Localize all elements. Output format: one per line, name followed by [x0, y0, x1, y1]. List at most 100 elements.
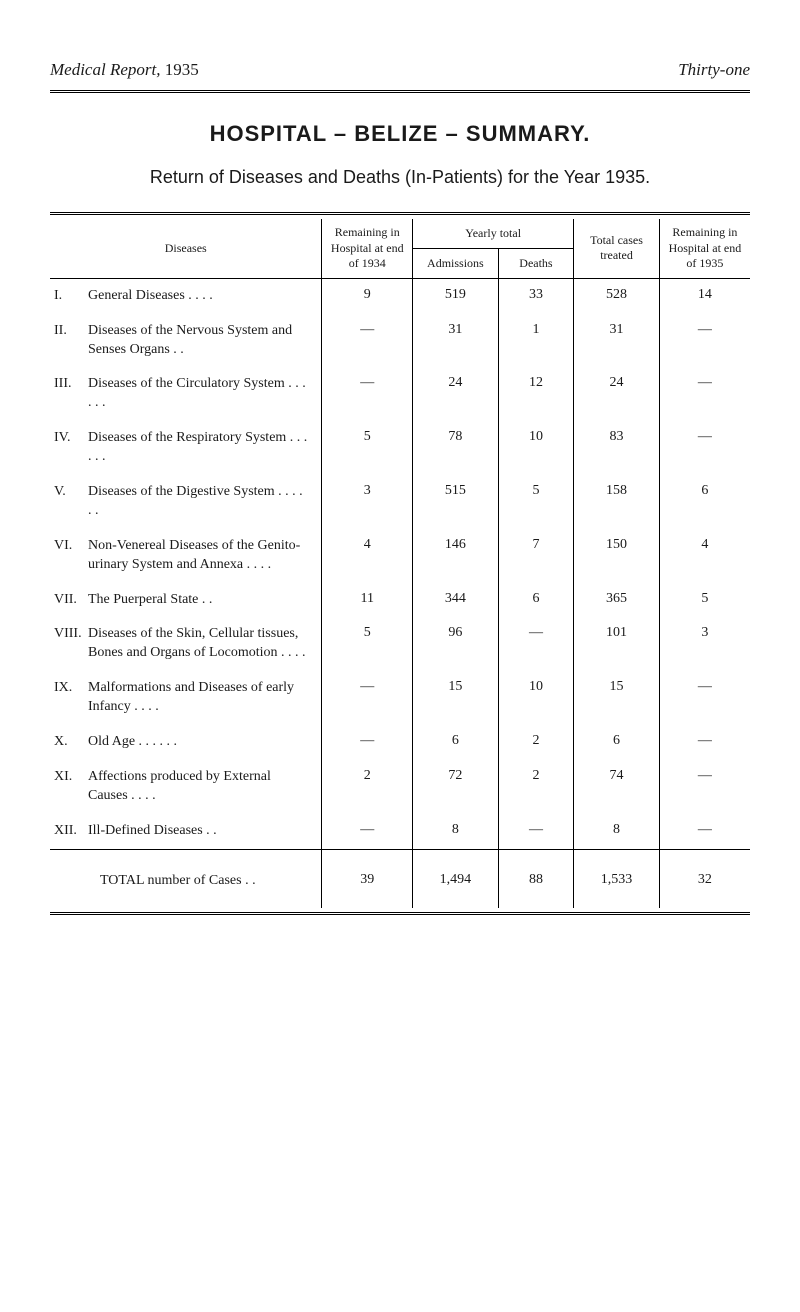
cell-remaining-start: —	[322, 725, 413, 760]
cell-total-cases: 24	[574, 367, 660, 421]
cell-total-cases: 15	[574, 671, 660, 725]
cell-remaining-end: —	[659, 421, 750, 475]
col-yearly-total: Yearly total	[413, 219, 574, 248]
table-bottom-rule	[50, 912, 750, 915]
cell-deaths: —	[498, 814, 574, 849]
disease-text: Non-Venereal Diseases of the Genito-urin…	[88, 537, 308, 575]
table-row: V.Diseases of the Digestive System . . .…	[50, 475, 750, 529]
total-cases: 1,533	[574, 850, 660, 909]
page-subtitle: Return of Diseases and Deaths (In-Patien…	[50, 167, 750, 188]
disease-text: Old Age . . . . . .	[88, 733, 308, 752]
col-deaths: Deaths	[498, 248, 574, 278]
table-row: VI.Non-Venereal Diseases of the Genito-u…	[50, 529, 750, 583]
total-row: TOTAL number of Cases . .391,494881,5333…	[50, 850, 750, 909]
disease-text: Affections produced by External Causes .…	[88, 768, 308, 806]
disease-text: Ill-Defined Diseases . .	[88, 822, 308, 841]
report-year: 1935	[160, 60, 198, 79]
roman-numeral: I.	[54, 287, 88, 306]
cell-admissions: 344	[413, 583, 499, 618]
disease-text: General Diseases . . . .	[88, 287, 308, 306]
col-remaining-start: Remaining in Hospital at end of 1934	[322, 219, 413, 278]
cell-total-cases: 8	[574, 814, 660, 849]
header-left: Medical Report, 1935	[50, 60, 199, 80]
table-row: VII.The Puerperal State . .1134463655	[50, 583, 750, 618]
diseases-table: Diseases Remaining in Hospital at end of…	[50, 219, 750, 908]
cell-remaining-end: —	[659, 671, 750, 725]
page-header: Medical Report, 1935 Thirty-one	[50, 60, 750, 80]
cell-deaths: 1	[498, 314, 574, 368]
total-deaths: 88	[498, 850, 574, 909]
cell-admissions: 515	[413, 475, 499, 529]
cell-deaths: 12	[498, 367, 574, 421]
disease-text: Diseases of the Respiratory System . . .…	[88, 429, 308, 467]
roman-numeral: XI.	[54, 768, 88, 787]
total-admissions: 1,494	[413, 850, 499, 909]
cell-total-cases: 365	[574, 583, 660, 618]
cell-admissions: 15	[413, 671, 499, 725]
table-header: Diseases Remaining in Hospital at end of…	[50, 219, 750, 278]
col-total-cases: Total cases treated	[574, 219, 660, 278]
cell-deaths: 10	[498, 671, 574, 725]
disease-label: III.Diseases of the Circulatory System .…	[50, 367, 322, 421]
table-top-rule	[50, 212, 750, 215]
cell-admissions: 31	[413, 314, 499, 368]
header-rule	[50, 90, 750, 93]
cell-admissions: 78	[413, 421, 499, 475]
disease-text: The Puerperal State . .	[88, 591, 308, 610]
cell-remaining-end: 4	[659, 529, 750, 583]
roman-numeral: IX.	[54, 679, 88, 698]
disease-text: Diseases of the Circulatory System . . .…	[88, 375, 308, 413]
total-label: TOTAL number of Cases . .	[50, 850, 322, 909]
col-admissions: Admissions	[413, 248, 499, 278]
cell-admissions: 8	[413, 814, 499, 849]
disease-label: II.Diseases of the Nervous System and Se…	[50, 314, 322, 368]
roman-numeral: VII.	[54, 591, 88, 610]
total-remaining-start: 39	[322, 850, 413, 909]
cell-total-cases: 158	[574, 475, 660, 529]
cell-remaining-start: 4	[322, 529, 413, 583]
table-row: I.General Diseases . . . .95193352814	[50, 278, 750, 313]
cell-remaining-start: 11	[322, 583, 413, 618]
cell-remaining-end: 6	[659, 475, 750, 529]
cell-admissions: 96	[413, 617, 499, 671]
cell-remaining-start: 3	[322, 475, 413, 529]
cell-remaining-end: —	[659, 367, 750, 421]
table-row: IX.Malformations and Diseases of early I…	[50, 671, 750, 725]
cell-remaining-end: —	[659, 814, 750, 849]
cell-deaths: 5	[498, 475, 574, 529]
cell-admissions: 72	[413, 760, 499, 814]
cell-remaining-start: 2	[322, 760, 413, 814]
disease-label: VIII.Diseases of the Skin, Cellular tiss…	[50, 617, 322, 671]
disease-label: X.Old Age . . . . . .	[50, 725, 322, 760]
table-row: XII.Ill-Defined Diseases . .—8—8—	[50, 814, 750, 849]
cell-admissions: 146	[413, 529, 499, 583]
disease-label: VII.The Puerperal State . .	[50, 583, 322, 618]
cell-total-cases: 83	[574, 421, 660, 475]
cell-remaining-end: 5	[659, 583, 750, 618]
disease-text: Diseases of the Nervous System and Sense…	[88, 322, 308, 360]
cell-remaining-end: —	[659, 760, 750, 814]
cell-total-cases: 528	[574, 278, 660, 313]
roman-numeral: IV.	[54, 429, 88, 448]
disease-label: I.General Diseases . . . .	[50, 278, 322, 313]
cell-admissions: 24	[413, 367, 499, 421]
cell-remaining-end: 3	[659, 617, 750, 671]
roman-numeral: V.	[54, 483, 88, 502]
cell-deaths: 7	[498, 529, 574, 583]
cell-total-cases: 74	[574, 760, 660, 814]
cell-remaining-start: —	[322, 314, 413, 368]
roman-numeral: XII.	[54, 822, 88, 841]
roman-numeral: X.	[54, 733, 88, 752]
disease-label: XII.Ill-Defined Diseases . .	[50, 814, 322, 849]
cell-remaining-end: 14	[659, 278, 750, 313]
table-row: III.Diseases of the Circulatory System .…	[50, 367, 750, 421]
cell-remaining-start: —	[322, 671, 413, 725]
cell-deaths: 10	[498, 421, 574, 475]
cell-remaining-start: 9	[322, 278, 413, 313]
cell-deaths: 33	[498, 278, 574, 313]
disease-label: IV.Diseases of the Respiratory System . …	[50, 421, 322, 475]
cell-remaining-start: 5	[322, 617, 413, 671]
table-row: II.Diseases of the Nervous System and Se…	[50, 314, 750, 368]
disease-text: Diseases of the Digestive System . . . .…	[88, 483, 308, 521]
roman-numeral: III.	[54, 375, 88, 394]
